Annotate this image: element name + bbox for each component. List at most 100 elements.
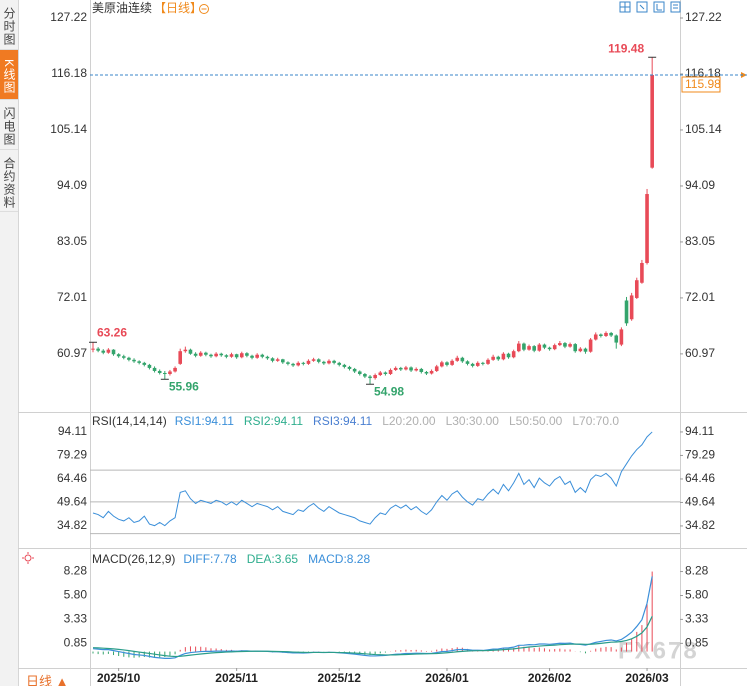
y-tick-label-right: 5.80 xyxy=(685,588,709,602)
x-tick-label: 2026/02 xyxy=(528,671,572,685)
x-tick-label: 2025/12 xyxy=(318,671,362,685)
candles xyxy=(91,57,654,385)
legend-item: RSI2:94.11 xyxy=(244,414,303,428)
toolbar-icons[interactable] xyxy=(619,1,681,13)
legend-item: RSI1:94.11 xyxy=(175,414,234,428)
candle-body xyxy=(378,372,383,376)
y-tick-label-right: 72.01 xyxy=(685,290,715,304)
period-button[interactable]: 日线 ▲ xyxy=(26,674,69,686)
macd-settings-icon[interactable] xyxy=(22,552,34,564)
macd-bar xyxy=(123,651,125,657)
candle-body xyxy=(573,344,578,352)
y-tick-label-right: 94.09 xyxy=(685,178,715,192)
macd-bar xyxy=(384,651,386,653)
x-tick-label: 2025/10 xyxy=(97,671,141,685)
candle-body xyxy=(583,348,588,352)
y-tick-label-left: 94.11 xyxy=(58,424,87,438)
macd-bar xyxy=(528,646,530,652)
macd-bar xyxy=(569,649,571,652)
candle-body xyxy=(506,353,511,358)
candle-body xyxy=(624,300,629,324)
y-tick-label-right: 64.46 xyxy=(685,471,715,485)
tab-kline[interactable]: K线图 xyxy=(0,50,18,100)
macd-bar xyxy=(610,647,612,652)
candle-body xyxy=(137,361,141,363)
candle-body xyxy=(532,346,536,351)
candle-body xyxy=(419,368,424,372)
candle-body xyxy=(234,354,239,358)
macd-bar xyxy=(590,650,592,652)
extreme-label: 119.48 xyxy=(608,41,644,55)
candle-body xyxy=(296,362,300,366)
macd-bar xyxy=(374,651,376,655)
macd-bar xyxy=(549,649,551,652)
macd-bar xyxy=(523,646,525,652)
candle-body xyxy=(588,339,593,352)
candle-body xyxy=(209,354,213,357)
y-tick-label-left: 72.01 xyxy=(57,290,87,304)
candle-body xyxy=(311,359,316,361)
macd-bar xyxy=(564,649,566,652)
macd-bar xyxy=(184,647,186,652)
candle-body xyxy=(245,353,249,356)
candle-body xyxy=(527,346,531,350)
candle-body xyxy=(363,374,367,377)
macd-bar xyxy=(559,648,561,652)
tab-timeshare[interactable]: 分时图 xyxy=(0,0,18,50)
candle-body xyxy=(106,349,111,353)
y-tick-label-right: 0.85 xyxy=(685,636,709,650)
macd-plot xyxy=(92,571,653,659)
candle-body xyxy=(460,357,465,362)
candle-body xyxy=(486,359,490,364)
y-tick-label-left: 94.09 xyxy=(57,178,87,192)
y-tick-label-left: 8.28 xyxy=(64,564,88,578)
tab-contract-info[interactable]: 合约资料 xyxy=(0,150,18,212)
macd-bar xyxy=(118,651,120,657)
macd-bar xyxy=(97,651,99,655)
candle-body xyxy=(121,356,126,358)
candle-body xyxy=(224,355,229,357)
candle-body xyxy=(342,364,347,367)
candle-body xyxy=(316,359,321,362)
macd-bar xyxy=(446,648,448,652)
candle-body xyxy=(281,359,285,363)
y-tick-label-left: 60.97 xyxy=(57,346,87,360)
y-tick-label-right: 83.05 xyxy=(685,234,715,248)
legend-item: MACD:8.28 xyxy=(308,552,370,566)
candle-body xyxy=(640,262,644,283)
candle-body xyxy=(142,362,147,365)
last-price-label: 115.98 xyxy=(685,77,721,91)
y-tick-label-right: 94.11 xyxy=(685,424,714,438)
candle-body xyxy=(306,360,311,364)
candle-body xyxy=(434,366,439,371)
price-arrow xyxy=(741,72,747,78)
y-tick-label-left: 116.18 xyxy=(51,66,87,80)
panel-title: RSI(14,14,14) xyxy=(92,414,167,428)
candle-body xyxy=(260,354,265,357)
candle-body xyxy=(388,369,393,375)
candle-body xyxy=(424,371,429,374)
candle-body xyxy=(337,362,342,365)
macd-bar xyxy=(92,651,94,654)
y-tick-label-left: 3.33 xyxy=(64,612,88,626)
macd-bar xyxy=(148,651,150,658)
macd-bar xyxy=(420,650,422,652)
y-tick-label-right: 105.14 xyxy=(685,122,722,136)
y-tick-label-right: 60.97 xyxy=(685,346,715,360)
watermark: FX678 xyxy=(618,637,699,664)
macd-bar xyxy=(174,651,176,655)
candle-body xyxy=(127,357,131,360)
candle-body xyxy=(558,343,562,346)
macd-bar xyxy=(200,646,202,652)
legend-item: L20:20.00 xyxy=(382,414,436,428)
tab-flash[interactable]: 闪电图 xyxy=(0,100,18,150)
x-tick-label: 2025/11 xyxy=(215,671,258,685)
candle-body xyxy=(193,353,198,356)
macd-bar xyxy=(451,648,453,652)
candle-body xyxy=(593,334,598,340)
y-tick-label-right: 79.29 xyxy=(685,448,715,462)
candle-body xyxy=(511,351,516,358)
macd-bar xyxy=(164,651,166,657)
title-icon[interactable] xyxy=(199,4,209,14)
